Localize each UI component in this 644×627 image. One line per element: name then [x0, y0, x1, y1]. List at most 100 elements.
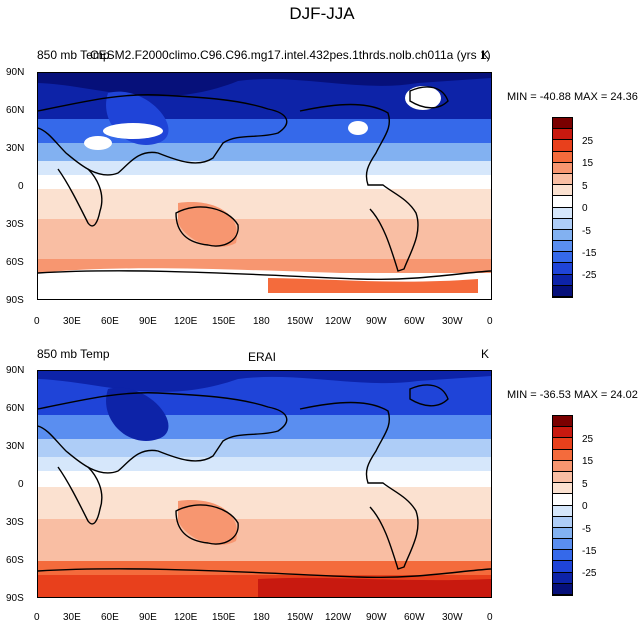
panel-obs-stats: MIN = -36.53 MAX = 24.02 — [507, 389, 638, 401]
panel-obs-colorbar — [552, 415, 573, 596]
panel-model-lon-tick: 60E — [101, 316, 119, 327]
panel-obs-lon-tick: 120W — [325, 612, 352, 623]
colorbar-swatch — [553, 505, 572, 517]
panel-obs-colorbar-label: 5 — [582, 479, 588, 490]
panel-model-lon-tick: 0 — [487, 316, 493, 327]
panel-model-colorbar-label: -15 — [582, 248, 597, 259]
panel-obs-lon-tick: 180 — [253, 612, 270, 623]
colorbar-swatch — [553, 196, 572, 208]
panel-model-lat-tick: 90S — [6, 295, 24, 306]
colorbar-swatch — [553, 241, 572, 253]
panel-obs-center-label: ERAI — [248, 350, 277, 364]
panel-model-stats: MIN = -40.88 MAX = 24.36 — [507, 91, 638, 103]
panel-model-lat-tick: 0 — [18, 181, 24, 192]
colorbar-swatch — [553, 561, 572, 573]
panel-obs-lon-tick: 90E — [139, 612, 157, 623]
panel-model-colorbar-label: 25 — [582, 136, 594, 147]
panel-obs-lat-tick: 30S — [6, 517, 24, 528]
colorbar-swatch — [553, 252, 572, 264]
panel-model-colorbar — [552, 117, 573, 298]
panel-model-colorbar-label: 5 — [582, 181, 588, 192]
panel-model-contour-field — [38, 73, 491, 299]
colorbar-swatch — [553, 572, 572, 584]
panel-model-colorbar-label: -5 — [582, 226, 591, 237]
panel-obs-colorbar-label: -5 — [582, 524, 591, 535]
panel-model-lat-tick: 30S — [6, 219, 24, 230]
panel-model-colorbar-label: 15 — [582, 158, 594, 169]
colorbar-swatch — [553, 162, 572, 174]
colorbar-swatch — [553, 449, 572, 461]
panel-obs-lat-tick: 90N — [6, 365, 25, 376]
colorbar-swatch — [553, 483, 572, 495]
panel-model-units: K — [481, 48, 490, 62]
panel-obs-contour-field — [38, 371, 491, 597]
colorbar-swatch — [553, 263, 572, 275]
colorbar-swatch — [553, 427, 572, 439]
colorbar-swatch — [553, 516, 572, 528]
colorbar-swatch — [553, 539, 572, 551]
panel-obs-map — [37, 370, 492, 598]
panel-model-colorbar-label: -25 — [582, 270, 597, 281]
colorbar-swatch — [553, 550, 572, 562]
panel-model-lon-tick: 180 — [253, 316, 270, 327]
colorbar-swatch — [553, 140, 572, 152]
colorbar-swatch — [553, 438, 572, 450]
panel-obs-lat-tick: 60S — [6, 555, 24, 566]
panel-obs-lon-tick: 0 — [487, 612, 493, 623]
panel-model-lon-tick: 30W — [442, 316, 463, 327]
panel-obs-colorbar-label: 25 — [582, 434, 594, 445]
panel-obs-colorbar-label: 15 — [582, 456, 594, 467]
colorbar-swatch — [553, 229, 572, 242]
colorbar-swatch — [553, 118, 572, 130]
colorbar-swatch — [553, 494, 572, 506]
panel-obs-lon-tick: 120E — [174, 612, 198, 623]
panel-model-lon-tick: 120W — [325, 316, 352, 327]
panel-obs-units: K — [481, 347, 490, 361]
panel-obs-colorbar-label: -25 — [582, 568, 597, 579]
panel-model-lon-tick: 120E — [174, 316, 198, 327]
colorbar-swatch — [553, 460, 572, 472]
colorbar-swatch — [553, 151, 572, 163]
panel-obs-lon-tick: 90W — [366, 612, 387, 623]
panel-model-lon-tick: 30E — [63, 316, 81, 327]
panel-model-lon-tick: 150E — [212, 316, 236, 327]
colorbar-swatch — [553, 527, 572, 540]
panel-obs-left-label: 850 mb Temp — [37, 347, 110, 361]
panel-model-colorbar-label: 0 — [582, 203, 588, 214]
colorbar-swatch — [553, 471, 572, 484]
panel-model-lat-tick: 30N — [6, 143, 25, 154]
colorbar-swatch — [553, 173, 572, 186]
panel-obs-colorbar-label: 0 — [582, 501, 588, 512]
panel-model-map — [37, 72, 492, 300]
panel-model-lon-tick: 150W — [287, 316, 314, 327]
colorbar-swatch — [553, 583, 572, 595]
panel-model-lon-tick: 90E — [139, 316, 157, 327]
panel-obs-lon-tick: 60E — [101, 612, 119, 623]
colorbar-swatch — [553, 285, 572, 297]
panel-obs-lat-tick: 60N — [6, 403, 25, 414]
panel-model-left-label: 850 mb Temp — [37, 48, 110, 62]
panel-obs-lon-tick: 30W — [442, 612, 463, 623]
panel-obs-lon-tick: 60W — [404, 612, 425, 623]
colorbar-swatch — [553, 218, 572, 230]
panel-obs-lon-tick: 30E — [63, 612, 81, 623]
panel-obs-lon-tick: 150E — [212, 612, 236, 623]
colorbar-swatch — [553, 129, 572, 141]
colorbar-swatch — [553, 207, 572, 219]
panel-obs-lat-tick: 0 — [18, 479, 24, 490]
figure-title: DJF-JJA — [289, 4, 355, 23]
panel-obs-colorbar-label: -15 — [582, 546, 597, 557]
colorbar-swatch — [553, 274, 572, 286]
panel-model-lon-tick: 60W — [404, 316, 425, 327]
panel-model-lat-tick: 60S — [6, 257, 24, 268]
colorbar-swatch — [553, 185, 572, 197]
panel-model-lon-tick: 90W — [366, 316, 387, 327]
colorbar-swatch — [553, 416, 572, 428]
panel-model-lat-tick: 90N — [6, 67, 25, 78]
panel-obs-lat-tick: 30N — [6, 441, 25, 452]
panel-model-center-label: CESM2.F2000climo.C96.C96.mg17.intel.432p… — [90, 48, 491, 62]
panel-model-lon-tick: 0 — [34, 316, 40, 327]
panel-obs-lon-tick: 0 — [34, 612, 40, 623]
panel-obs-lon-tick: 150W — [287, 612, 314, 623]
panel-obs-lat-tick: 90S — [6, 593, 24, 604]
